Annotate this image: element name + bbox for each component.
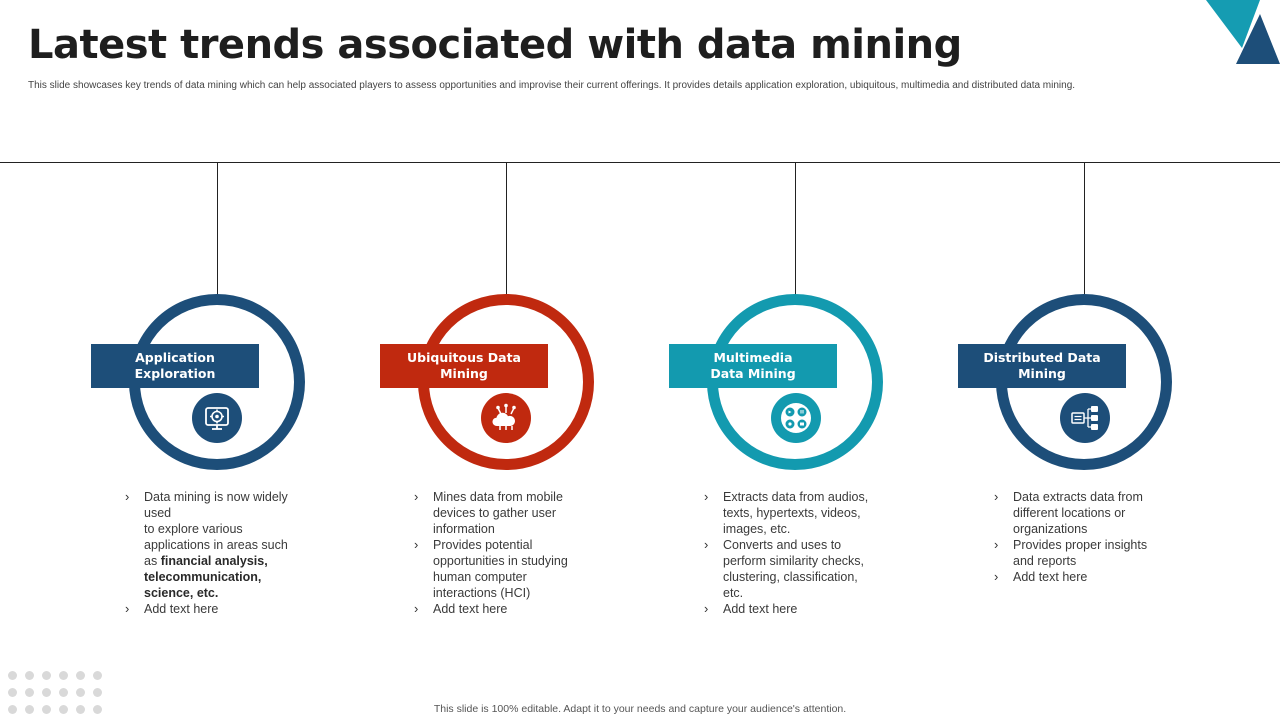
connector-line: [1084, 163, 1085, 295]
bullet-item: Data extracts data from different locati…: [994, 489, 1169, 537]
timeline-line: [0, 162, 1280, 163]
bullet-item: Provides potential opportunities in stud…: [414, 537, 589, 601]
connector-line: [795, 163, 796, 295]
gear-monitor-icon: [192, 393, 242, 443]
trend-bullets-distributed-data-mining: Data extracts data from different locati…: [994, 489, 1169, 585]
bullet-item: Converts and uses to perform similarity …: [704, 537, 879, 601]
bullet-item: Data mining is now widely used to explor…: [125, 489, 300, 601]
trend-title-distributed-data-mining: Distributed Data Mining: [958, 344, 1126, 388]
slide-footer-note: This slide is 100% editable. Adapt it to…: [433, 703, 847, 715]
distributed-network-icon: [1060, 393, 1110, 443]
bullet-item: Add text here: [994, 569, 1169, 585]
slide-title: Latest trends associated with data minin…: [28, 22, 962, 68]
bullet-item: Add text here: [414, 601, 589, 617]
corner-triangles-decoration: [1206, 0, 1280, 64]
connector-line: [217, 163, 218, 295]
trend-title-multimedia-data-mining: Multimedia Data Mining: [669, 344, 837, 388]
dot-grid-decoration: [8, 671, 102, 714]
multimedia-icon: [771, 393, 821, 443]
bullet-item: Add text here: [125, 601, 300, 617]
cloud-network-icon: [481, 393, 531, 443]
bullet-item: Provides proper insights and reports: [994, 537, 1169, 569]
bullet-item: Extracts data from audios, texts, hypert…: [704, 489, 879, 537]
bullet-item: Add text here: [704, 601, 879, 617]
bullet-item: Mines data from mobile devices to gather…: [414, 489, 589, 537]
trend-bullets-application-exploration: Data mining is now widely used to explor…: [125, 489, 300, 617]
trend-bullets-ubiquitous-data-mining: Mines data from mobile devices to gather…: [414, 489, 589, 617]
trend-title-ubiquitous-data-mining: Ubiquitous Data Mining: [380, 344, 548, 388]
trend-bullets-multimedia-data-mining: Extracts data from audios, texts, hypert…: [704, 489, 879, 617]
trend-title-application-exploration: Application Exploration: [91, 344, 259, 388]
connector-line: [506, 163, 507, 295]
slide-subtitle: This slide showcases key trends of data …: [28, 80, 1076, 91]
